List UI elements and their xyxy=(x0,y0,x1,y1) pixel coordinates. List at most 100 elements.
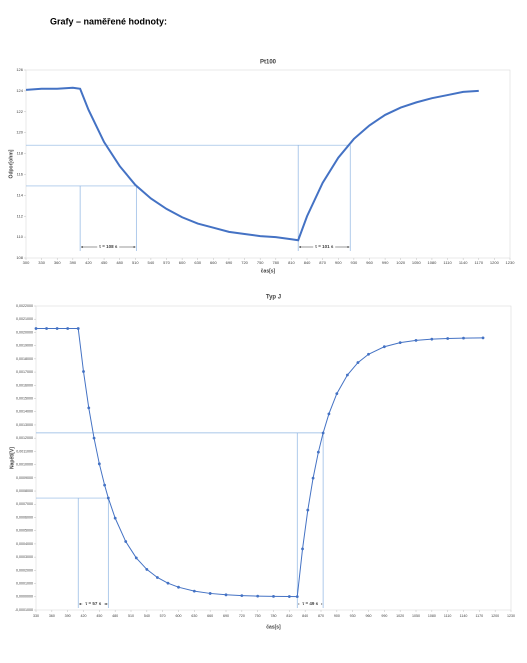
x-tick-label: 450 xyxy=(96,614,102,618)
x-tick-label: 840 xyxy=(304,260,311,265)
x-tick-label: 1110 xyxy=(443,260,452,265)
y-tick-label: 0,0010000 xyxy=(16,463,33,467)
y-tick-label: 120 xyxy=(16,130,23,135)
x-tick-label: 720 xyxy=(241,260,248,265)
x-tick-label: 390 xyxy=(69,260,76,265)
y-tick-label: 122 xyxy=(16,109,23,114)
data-point xyxy=(192,589,196,593)
heading: Grafy – naměřené hodnoty: xyxy=(50,16,167,26)
data-point xyxy=(145,568,149,571)
data-point xyxy=(45,327,48,330)
chart-title: Typ J xyxy=(266,295,281,301)
x-tick-label: 420 xyxy=(85,260,92,265)
y-tick-label: 0,0005000 xyxy=(16,529,33,533)
x-tick-label: 900 xyxy=(335,260,342,265)
x-tick-label: 1110 xyxy=(444,614,451,618)
x-tick-label: 1080 xyxy=(428,614,436,618)
x-tick-label: 630 xyxy=(191,614,197,618)
data-point xyxy=(327,412,331,416)
x-tick-label: 630 xyxy=(194,260,201,265)
y-tick-label: -0,0001000 xyxy=(15,608,33,612)
x-tick-label: 660 xyxy=(210,260,217,265)
x-tick-label: 330 xyxy=(38,260,45,265)
x-tick-label: 510 xyxy=(128,614,134,618)
data-point xyxy=(316,450,320,454)
data-point xyxy=(398,341,402,345)
y-tick-label: 0,0015000 xyxy=(16,396,33,400)
x-tick-label: 360 xyxy=(54,260,61,265)
y-tick-label: 116 xyxy=(17,172,24,177)
y-tick-label: 0,0022000 xyxy=(16,304,33,308)
x-tick-label: 990 xyxy=(381,614,387,618)
data-point xyxy=(55,327,59,330)
y-tick-label: 110 xyxy=(17,234,24,239)
y-tick-label: 118 xyxy=(17,151,24,156)
x-tick-label: 720 xyxy=(239,614,245,618)
tau-label: τ = 57 s xyxy=(85,601,101,606)
x-tick-label: 570 xyxy=(160,614,166,618)
data-point xyxy=(66,327,70,330)
tau-label: τ = 101 s xyxy=(315,244,334,249)
y-tick-label: 0,0014000 xyxy=(16,410,33,414)
x-tick-label: 1230 xyxy=(507,614,515,618)
x-tick-label: 1140 xyxy=(459,260,468,265)
x-tick-label: 870 xyxy=(319,260,326,265)
x-tick-label: 480 xyxy=(112,614,118,618)
y-tick-label: 0,0016000 xyxy=(16,383,33,387)
x-tick-label: 1050 xyxy=(412,614,420,618)
x-tick-label: 1230 xyxy=(506,260,516,265)
y-tick-label: 0,0004000 xyxy=(16,542,33,546)
x-tick-label: 840 xyxy=(302,614,308,618)
x-tick-label: 660 xyxy=(207,614,213,618)
data-point xyxy=(356,361,360,364)
x-tick-label: 960 xyxy=(366,614,372,618)
x-tick-label: 540 xyxy=(148,260,155,265)
x-tick-label: 600 xyxy=(179,260,186,265)
tau-label-bg xyxy=(299,601,322,607)
data-point xyxy=(446,337,450,340)
x-tick-label: 1020 xyxy=(396,614,404,618)
data-point xyxy=(97,462,101,466)
y-tick-label: 0,0006000 xyxy=(16,515,33,519)
x-tick-label: 510 xyxy=(132,260,139,265)
data-point xyxy=(208,592,212,595)
data-point xyxy=(87,406,91,410)
plot-frame xyxy=(25,69,511,259)
x-tick-label: 810 xyxy=(288,260,295,265)
x-tick-label: 780 xyxy=(271,614,277,618)
x-tick-label: 420 xyxy=(81,614,87,618)
y-tick-label: 0,0017000 xyxy=(16,370,33,374)
plot-frame xyxy=(35,305,512,611)
y-tick-label: 126 xyxy=(16,67,23,72)
data-point xyxy=(134,556,138,560)
data-point xyxy=(414,338,418,342)
data-point xyxy=(256,594,260,598)
data-point xyxy=(345,373,349,377)
y-tick-label: 0,0000000 xyxy=(16,595,33,599)
y-tick-label: 0,0008000 xyxy=(16,489,33,493)
y-tick-label: 0,0021000 xyxy=(16,317,33,321)
y-tick-label: 112 xyxy=(17,213,24,218)
data-point xyxy=(430,337,434,341)
data-point xyxy=(103,483,107,487)
data-point xyxy=(272,594,275,598)
data-point xyxy=(124,540,128,543)
data-point xyxy=(177,585,180,589)
x-tick-label: 690 xyxy=(223,614,229,618)
x-tick-label: 480 xyxy=(116,260,123,265)
y-tick-label: 0,0013000 xyxy=(16,423,33,427)
x-tick-label: 990 xyxy=(382,260,389,265)
data-point xyxy=(382,345,386,349)
x-tick-label: 930 xyxy=(351,260,358,265)
y-tick-label: 0,0019000 xyxy=(16,344,33,348)
data-point xyxy=(166,581,170,585)
data-line xyxy=(36,327,484,598)
x-axis-title: čas[s] xyxy=(261,268,276,274)
x-tick-label: 870 xyxy=(318,614,324,618)
y-tick-label: 0,0001000 xyxy=(16,582,33,586)
x-tick-label: 450 xyxy=(101,260,108,265)
tau-label: τ = 49 s xyxy=(302,601,318,606)
y-tick-label: 0,0003000 xyxy=(16,555,33,559)
data-point xyxy=(301,547,304,551)
